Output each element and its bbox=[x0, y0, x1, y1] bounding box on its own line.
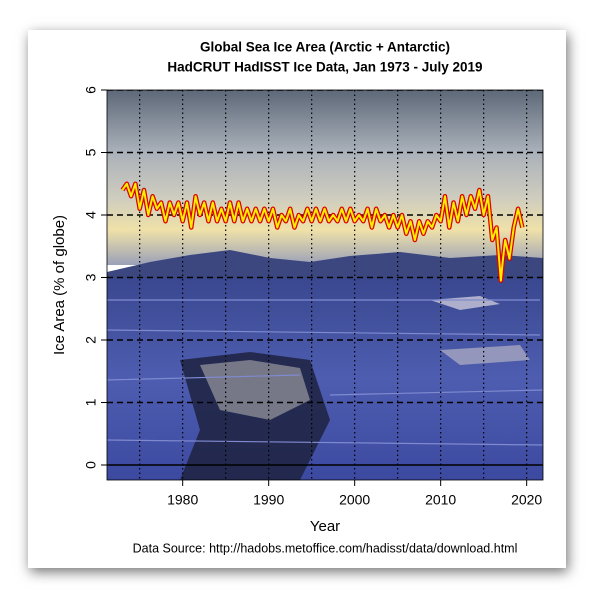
y-tick-label: 1 bbox=[83, 398, 99, 406]
x-tick-label: 2010 bbox=[425, 492, 456, 508]
grid bbox=[107, 90, 543, 480]
y-tick-label: 5 bbox=[83, 148, 99, 156]
line bbox=[121, 182, 524, 282]
x-tick-label: 1980 bbox=[167, 492, 198, 508]
plot-frame bbox=[106, 89, 544, 481]
y-tick-label: 2 bbox=[83, 336, 99, 344]
x-tick-label: 2020 bbox=[511, 492, 542, 508]
x-tick-label: 1990 bbox=[253, 492, 284, 508]
chart-subtitle: HadCRUT HadISST Ice Data, Jan 1973 - Jul… bbox=[167, 60, 482, 75]
x-axis-label: Year bbox=[310, 518, 340, 535]
y-tick-label: 4 bbox=[83, 211, 99, 219]
y-axis-label: Ice Area (% of globe) bbox=[51, 215, 68, 355]
background-photo bbox=[107, 90, 543, 480]
y-tick-label: 3 bbox=[83, 273, 99, 281]
x-tick-label: 2000 bbox=[339, 492, 370, 508]
data-source: Data Source: http://hadobs.metoffice.com… bbox=[133, 541, 518, 555]
chart-title: Global Sea Ice Area (Arctic + Antarctic) bbox=[200, 40, 450, 55]
y-tick-label: 6 bbox=[83, 86, 99, 94]
y-tick-label: 0 bbox=[83, 461, 99, 469]
